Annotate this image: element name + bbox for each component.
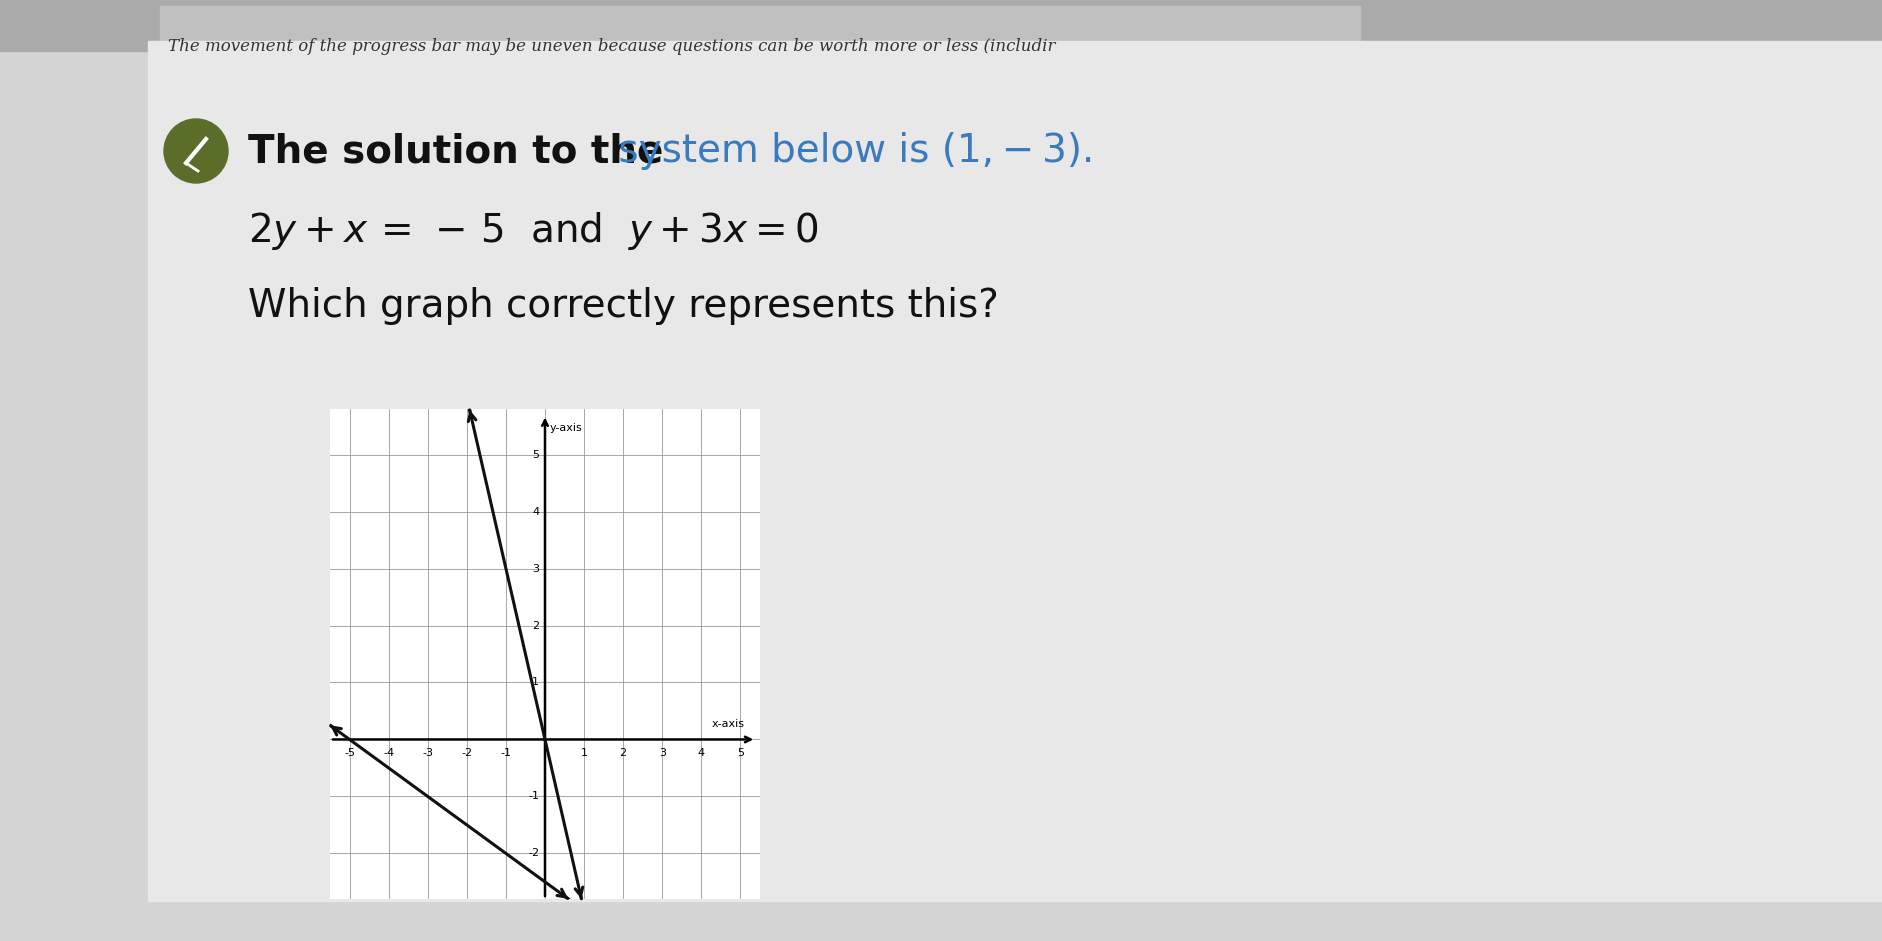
- Circle shape: [164, 119, 228, 183]
- Text: -1: -1: [527, 791, 538, 802]
- Text: Which graph correctly represents this?: Which graph correctly represents this?: [248, 287, 997, 325]
- Text: -2: -2: [527, 849, 538, 858]
- Text: 3: 3: [659, 748, 666, 758]
- Text: y-axis: y-axis: [550, 423, 582, 433]
- Text: system below is (1, − 3).: system below is (1, − 3).: [606, 132, 1093, 170]
- Text: 2: 2: [619, 748, 627, 758]
- Text: -4: -4: [382, 748, 393, 758]
- Bar: [0, 0, 1882, 51]
- Text: 5: 5: [736, 748, 743, 758]
- Text: 1: 1: [580, 748, 587, 758]
- Text: -5: -5: [344, 748, 356, 758]
- Bar: [160, 6, 1359, 41]
- Text: -3: -3: [422, 748, 433, 758]
- Text: 2: 2: [533, 620, 538, 630]
- Text: The solution to the: The solution to the: [248, 132, 662, 170]
- Text: The movement of the progress bar may be uneven because questions can be worth mo: The movement of the progress bar may be …: [167, 38, 1056, 55]
- Text: -1: -1: [501, 748, 512, 758]
- Text: 4: 4: [698, 748, 704, 758]
- Text: 1: 1: [533, 678, 538, 688]
- Text: -2: -2: [461, 748, 472, 758]
- Text: 4: 4: [533, 506, 538, 517]
- Text: 3: 3: [533, 564, 538, 573]
- Text: 5: 5: [533, 450, 538, 459]
- Text: x-axis: x-axis: [711, 719, 743, 729]
- Text: $2y + x\,=\,-\,5$  and  $y + 3x = 0$: $2y + x\,=\,-\,5$ and $y + 3x = 0$: [248, 210, 819, 252]
